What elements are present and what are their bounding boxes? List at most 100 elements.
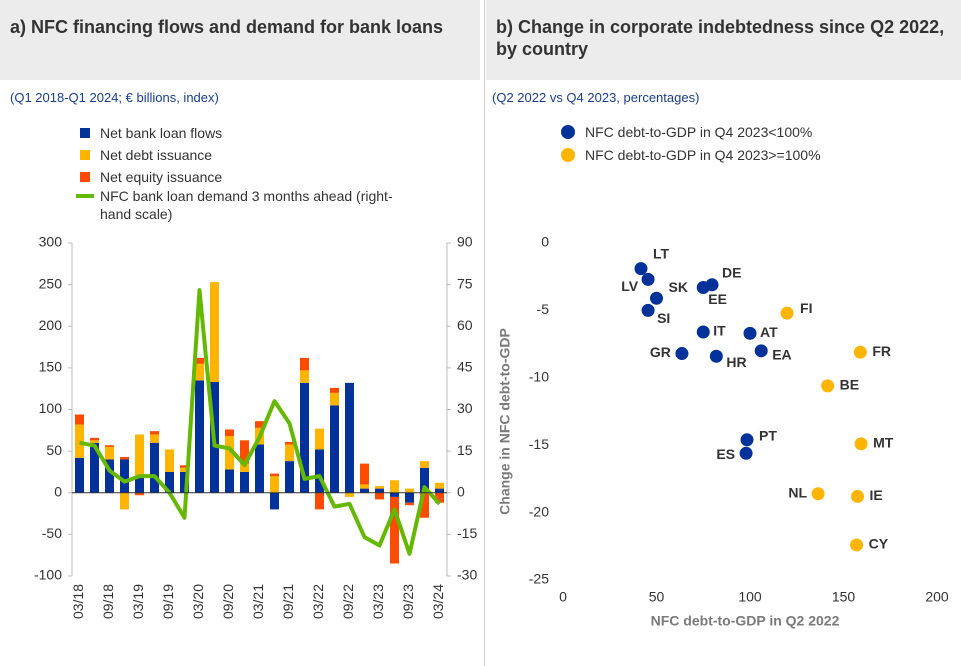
point — [754, 344, 768, 358]
divider — [484, 0, 485, 666]
bar — [180, 465, 189, 468]
bar — [120, 492, 129, 510]
bar — [270, 473, 279, 477]
bar — [120, 459, 129, 493]
point — [851, 489, 865, 503]
bar — [300, 357, 309, 371]
bar — [420, 461, 429, 468]
y-tick-label: 200 — [39, 317, 63, 333]
bar — [135, 492, 144, 496]
bar — [90, 442, 99, 493]
legend-entry: Net debt issuance — [80, 146, 400, 164]
x-tick-label: 03/21 — [250, 584, 266, 619]
point-label: ES — [716, 446, 735, 462]
y-tick-label: 300 — [39, 234, 63, 250]
bar — [75, 457, 84, 493]
point-label: LV — [621, 278, 639, 294]
bar — [75, 424, 84, 458]
point-label: IT — [713, 323, 726, 339]
bar — [390, 496, 399, 564]
bar — [405, 502, 414, 506]
x-axis-title: NFC debt-to-GDP in Q2 2022 — [651, 613, 840, 629]
point-label: DE — [722, 264, 741, 280]
bar — [345, 492, 354, 497]
point — [811, 487, 825, 501]
point-label: SK — [669, 279, 688, 295]
y-tick-label: -20 — [529, 503, 549, 519]
bar — [300, 382, 309, 493]
x-tick-label: 150 — [832, 589, 856, 605]
y-tick-label: -100 — [34, 567, 62, 583]
y-tick-label: -10 — [529, 369, 549, 385]
bar — [360, 488, 369, 493]
bar — [360, 463, 369, 485]
bar — [165, 449, 174, 472]
y-axis-title: Change in NFC debt-to-GDP — [497, 328, 513, 515]
bar — [270, 476, 279, 493]
bar — [285, 441, 294, 445]
bar — [285, 444, 294, 462]
y-tick-label: 100 — [39, 400, 63, 416]
point — [854, 437, 868, 451]
legend-swatch — [80, 172, 90, 182]
bar — [435, 488, 444, 493]
bar — [270, 492, 279, 510]
y2-tick-label: -15 — [457, 525, 477, 541]
point-label: HR — [726, 354, 746, 370]
point-label: SI — [657, 310, 670, 326]
x-tick-label: 03/19 — [130, 584, 146, 619]
bar — [225, 469, 234, 493]
bar — [165, 471, 174, 493]
bar — [285, 461, 294, 493]
x-tick-label: 100 — [738, 589, 762, 605]
bar — [105, 445, 114, 447]
point — [709, 349, 723, 363]
legend-label: NFC debt-to-GDP in Q4 2023<100% — [585, 124, 813, 140]
y2-tick-label: 90 — [457, 234, 473, 250]
point — [780, 306, 794, 320]
bar — [240, 471, 249, 493]
x-tick-label: 03/22 — [310, 584, 326, 619]
legend-entry: NFC debt-to-GDP in Q4 2023>=100% — [561, 146, 945, 164]
bar — [195, 363, 204, 381]
y2-tick-label: 15 — [457, 442, 473, 458]
bar — [180, 467, 189, 472]
y-tick-label: -5 — [537, 301, 550, 317]
point-label: EA — [772, 347, 791, 363]
y-tick-label: 150 — [39, 359, 63, 375]
bar — [195, 357, 204, 364]
legend-marker — [561, 148, 575, 162]
y-tick-label: 0 — [54, 483, 62, 499]
point — [650, 291, 663, 305]
bar — [375, 488, 384, 493]
bar — [375, 486, 384, 489]
legend-label: NFC debt-to-GDP in Q4 2023>=100% — [585, 147, 821, 163]
line — [79, 288, 441, 556]
bar — [300, 370, 309, 383]
bar — [180, 471, 189, 493]
x-tick-label: 50 — [649, 589, 665, 605]
bar — [330, 392, 339, 406]
point — [634, 262, 648, 276]
legend-swatch — [80, 128, 90, 138]
bar — [225, 429, 234, 437]
y2-tick-label: -30 — [457, 567, 477, 583]
x-tick-label: 09/21 — [280, 584, 296, 619]
point — [850, 538, 864, 552]
legend-label: Net equity issuance — [100, 169, 223, 185]
x-tick-label: 200 — [925, 589, 949, 605]
bar — [240, 440, 249, 464]
legend-label: Net debt issuance — [100, 147, 213, 163]
x-tick-label: 09/20 — [220, 584, 236, 619]
y-tick-label: -15 — [529, 436, 549, 452]
bar — [315, 492, 324, 510]
point — [675, 347, 689, 361]
bar — [210, 282, 219, 383]
bar — [90, 437, 99, 441]
point — [739, 446, 753, 460]
point-label: GR — [650, 344, 671, 360]
bar — [255, 444, 264, 493]
bar — [435, 482, 444, 489]
bar — [420, 467, 429, 493]
bar — [135, 434, 144, 477]
